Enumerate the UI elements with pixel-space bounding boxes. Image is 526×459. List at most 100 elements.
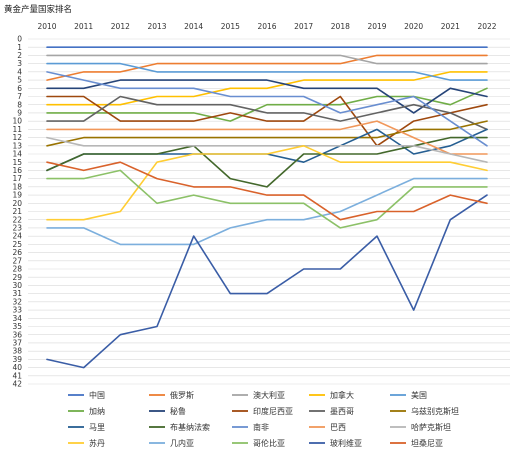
y-tick-label: 12 xyxy=(12,133,22,142)
legend-label: 哥伦比亚 xyxy=(253,438,285,448)
x-axis-ticks: 2010 2011 2012 2013 2014 2015 2016 2017 2018 2019… xyxy=(37,22,496,31)
legend-label: 墨西哥 xyxy=(330,407,354,416)
x-tick-label: 2013 xyxy=(147,22,166,31)
x-tick-label: 2022 xyxy=(477,22,496,31)
series-line xyxy=(46,169,488,229)
y-tick-label: 9 xyxy=(17,109,22,118)
series-line xyxy=(46,54,488,65)
y-tick-label: 24 xyxy=(12,232,22,241)
series-line xyxy=(46,120,488,155)
y-tick-label: 20 xyxy=(12,199,22,208)
gridlines xyxy=(28,38,510,385)
legend-item: 布基纳法索 xyxy=(149,422,210,432)
legend-item: 南非 xyxy=(232,422,269,432)
legend-item: 玻利维亚 xyxy=(309,438,362,448)
y-tick-label: 30 xyxy=(12,281,22,290)
y-tick-label: 17 xyxy=(12,174,22,183)
legend-label: 中国 xyxy=(89,390,105,400)
y-tick-label: 3 xyxy=(17,59,22,68)
x-tick-label: 2012 xyxy=(111,22,130,31)
y-tick-label: 6 xyxy=(17,84,22,93)
legend-label: 几内亚 xyxy=(170,438,194,448)
y-tick-label: 40 xyxy=(12,363,22,372)
legend-label: 苏丹 xyxy=(89,438,105,448)
x-tick-label: 2019 xyxy=(367,22,386,31)
legend-item: 苏丹 xyxy=(68,438,105,448)
x-tick-label: 2014 xyxy=(184,22,203,31)
legend-label: 哈萨克斯坦 xyxy=(411,422,451,432)
series-line xyxy=(46,79,488,114)
legend-label: 加纳 xyxy=(89,406,105,416)
y-tick-label: 35 xyxy=(12,322,22,331)
y-tick-label: 39 xyxy=(12,355,22,364)
x-tick-label: 2010 xyxy=(37,22,56,31)
y-tick-label: 7 xyxy=(17,92,22,101)
legend-label: 布基纳法索 xyxy=(170,422,210,432)
legend-label: 南非 xyxy=(253,422,269,432)
legend-item: 哈萨克斯坦 xyxy=(390,422,451,432)
y-tick-label: 25 xyxy=(12,240,22,249)
legend-label: 加拿大 xyxy=(330,390,354,400)
legend-item: 加拿大 xyxy=(309,390,354,400)
series-line xyxy=(46,95,488,131)
y-tick-label: 32 xyxy=(12,297,22,306)
y-tick-label: 38 xyxy=(12,347,22,356)
legend-item: 秘鲁 xyxy=(149,406,186,416)
y-tick-label: 34 xyxy=(12,314,22,323)
legend-label: 巴西 xyxy=(330,423,346,432)
legend-item: 巴西 xyxy=(309,423,346,432)
series-line xyxy=(46,194,488,369)
y-tick-label: 10 xyxy=(12,117,22,126)
legend-item: 澳大利亚 xyxy=(232,390,285,400)
y-tick-label: 19 xyxy=(12,191,22,200)
y-tick-label: 8 xyxy=(17,100,22,109)
series-line xyxy=(46,145,488,221)
legend-item: 印度尼西亚 xyxy=(232,406,293,416)
y-tick-label: 29 xyxy=(12,273,22,282)
series-line xyxy=(46,177,488,246)
legend-label: 马里 xyxy=(89,423,105,432)
y-tick-label: 21 xyxy=(12,207,22,216)
legend-item: 墨西哥 xyxy=(309,407,354,416)
y-tick-label: 22 xyxy=(12,215,22,224)
x-tick-label: 2020 xyxy=(404,22,423,31)
series-line xyxy=(46,62,488,81)
series-line xyxy=(46,120,488,147)
y-tick-label: 4 xyxy=(17,67,22,76)
y-tick-label: 15 xyxy=(12,158,22,167)
y-tick-label: 26 xyxy=(12,248,22,257)
y-tick-label: 13 xyxy=(12,141,22,150)
x-tick-label: 2011 xyxy=(74,22,93,31)
y-tick-label: 28 xyxy=(12,265,22,274)
y-tick-label: 0 xyxy=(17,35,22,44)
x-tick-label: 2017 xyxy=(294,22,313,31)
legend-item: 坦桑尼亚 xyxy=(390,438,443,448)
y-tick-label: 41 xyxy=(12,371,22,380)
legend-label: 乌兹别克斯坦 xyxy=(411,406,459,416)
legend-item: 俄罗斯 xyxy=(149,390,194,400)
legend-label: 秘鲁 xyxy=(170,406,186,416)
y-tick-label: 42 xyxy=(12,380,22,389)
legend-item: 几内亚 xyxy=(149,438,194,448)
y-tick-label: 14 xyxy=(12,150,22,159)
series-line xyxy=(46,161,488,221)
series-line xyxy=(46,71,488,106)
y-tick-label: 11 xyxy=(12,125,22,134)
series-lines xyxy=(46,46,488,369)
legend-item: 哥伦比亚 xyxy=(232,438,285,448)
y-tick-label: 31 xyxy=(12,289,22,298)
y-tick-label: 1 xyxy=(17,43,22,52)
y-tick-label: 27 xyxy=(12,256,22,265)
y-tick-label: 23 xyxy=(12,224,22,233)
y-tick-label: 37 xyxy=(12,339,22,348)
legend-item: 美国 xyxy=(390,390,427,400)
legend-label: 印度尼西亚 xyxy=(253,406,293,416)
y-tick-label: 2 xyxy=(17,51,22,60)
legend-item: 马里 xyxy=(68,423,105,432)
chart-title: 黄金产量国家排名 xyxy=(4,4,72,15)
legend-label: 玻利维亚 xyxy=(330,438,362,448)
x-tick-label: 2016 xyxy=(257,22,276,31)
